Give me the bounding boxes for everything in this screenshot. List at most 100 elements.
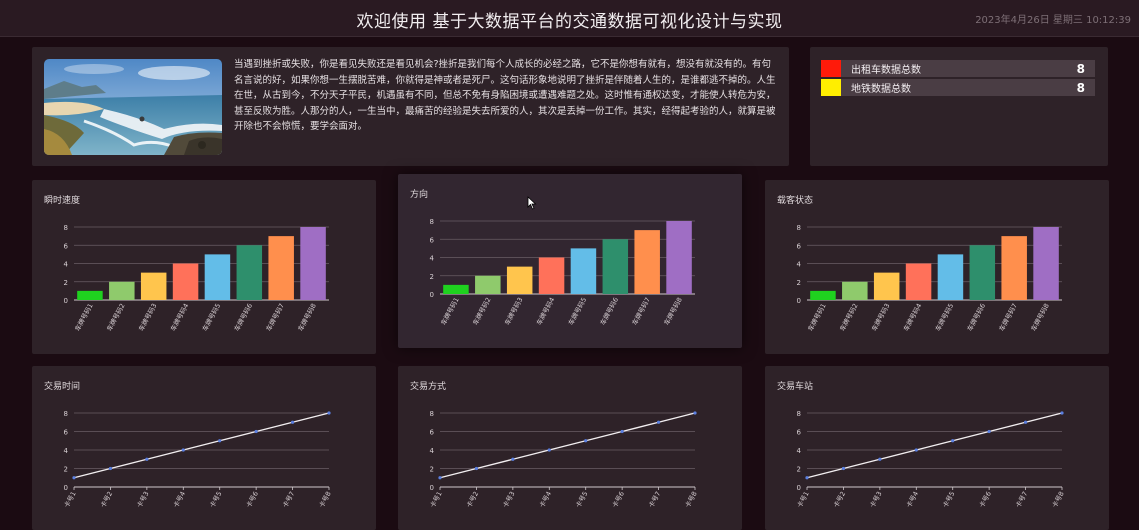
- x-tick-label: 卡号8: [1050, 490, 1066, 509]
- x-tick-label: 车牌号码1: [806, 302, 828, 333]
- line-chart-trade-time: 0 2 4 6 8 卡号1 卡号2 卡号3 卡号4 卡号5 卡号6 卡号7 卡号8: [62, 410, 333, 509]
- bar: [204, 254, 231, 300]
- bar: [666, 221, 692, 294]
- bar: [810, 290, 836, 300]
- x-tick-label: 卡号3: [501, 490, 517, 509]
- line-chart-trade-method: 0 2 4 6 8 卡号1 卡号2 卡号3 卡号4 卡号5 卡号6 卡号7 卡号8: [428, 410, 699, 509]
- y-tick-label: 2: [64, 466, 68, 474]
- x-tick-label: 卡号2: [98, 490, 114, 509]
- x-tick-label: 卡号5: [573, 490, 589, 509]
- data-point: [72, 476, 76, 480]
- x-tick-label: 卡号5: [207, 490, 223, 509]
- y-tick-label: 4: [797, 261, 802, 269]
- x-tick-label: 卡号1: [795, 490, 811, 509]
- stat-value: 8: [1076, 80, 1085, 95]
- chart-panel-trade-station: 交易车站 0 2 4 6 8 卡号1 卡号2 卡号3 卡号4 卡号5 卡号6 卡号7 卡号8: [765, 366, 1109, 530]
- x-tick-label: 车牌号码6: [965, 302, 987, 333]
- bar: [506, 266, 533, 294]
- chart-title: 交易时间: [44, 382, 81, 392]
- chart-title: 瞬时速度: [44, 196, 81, 206]
- bar-chart-direction: 0 2 4 6 8 车牌号码1 车牌号码2 车牌号码3 车牌号码4 车牌号码5 车牌号码6 车牌号码7…: [430, 218, 695, 327]
- x-tick-label: 车牌号码8: [662, 296, 684, 327]
- data-point: [511, 457, 515, 461]
- y-tick-label: 0: [64, 484, 68, 492]
- y-tick-label: 6: [430, 236, 435, 244]
- x-tick-label: 车牌号码3: [136, 302, 158, 333]
- bar: [236, 245, 263, 300]
- x-tick-label: 卡号7: [1013, 490, 1029, 509]
- x-tick-label: 车牌号码3: [502, 296, 524, 327]
- y-tick-label: 0: [797, 484, 801, 492]
- bar: [172, 263, 199, 300]
- y-tick-label: 6: [797, 242, 802, 250]
- bar: [1033, 227, 1059, 300]
- x-tick-label: 卡号5: [940, 490, 956, 509]
- data-point: [584, 439, 588, 443]
- x-tick-label: 车牌号码4: [901, 302, 923, 333]
- y-tick-label: 8: [797, 410, 801, 418]
- x-tick-label: 车牌号码5: [200, 302, 222, 333]
- data-point: [181, 448, 185, 452]
- x-tick-label: 车牌号码1: [439, 296, 461, 327]
- stat-value: 8: [1076, 61, 1085, 76]
- y-tick-label: 6: [64, 242, 69, 250]
- series-line: [439, 412, 696, 479]
- y-tick-label: 6: [430, 429, 435, 437]
- x-tick-label: 卡号6: [244, 490, 260, 509]
- y-tick-label: 2: [430, 273, 434, 281]
- y-tick-label: 8: [430, 410, 434, 418]
- data-point: [656, 420, 661, 424]
- x-tick-label: 卡号3: [868, 490, 884, 509]
- data-point: [547, 448, 551, 452]
- bar: [268, 236, 294, 300]
- line-chart-trade-station: 0 2 4 6 8 卡号1 卡号2 卡号3 卡号4 卡号5 卡号6 卡号7 卡号8: [795, 410, 1066, 509]
- mouse-pointer-icon: [527, 196, 537, 210]
- x-tick-label: 卡号4: [537, 490, 553, 509]
- intro-panel: 当遇到挫折或失败，你是看见失败还是看见机会?挫折是我们每个人成长的必经之路，它不…: [32, 47, 789, 166]
- x-tick-label: 车牌号码7: [264, 302, 286, 333]
- x-tick-label: 车牌号码8: [296, 302, 318, 333]
- y-tick-label: 4: [430, 447, 435, 455]
- stat-row-taxi: 出租车数据总数 8: [821, 60, 1095, 77]
- y-tick-label: 0: [64, 297, 68, 305]
- y-tick-label: 2: [797, 279, 801, 287]
- chart-panel-trade-time: 交易时间 0 2 4 6 8 卡号1 卡号2 卡号3 卡号4 卡号5 卡号6 卡号7 卡号8: [32, 366, 376, 530]
- x-tick-label: 卡号4: [171, 490, 187, 509]
- data-point: [108, 466, 113, 471]
- series-line: [73, 412, 330, 479]
- y-tick-label: 2: [797, 466, 801, 474]
- y-tick-label: 8: [430, 218, 434, 226]
- x-tick-label: 卡号4: [904, 490, 920, 509]
- page-title: 欢迎使用 基于大数据平台的交通数据可视化设计与实现: [356, 12, 783, 32]
- data-point: [218, 439, 222, 443]
- bar: [842, 281, 868, 300]
- y-tick-label: 4: [64, 261, 69, 269]
- x-tick-label: 车牌号码7: [630, 296, 652, 327]
- data-point: [951, 439, 955, 443]
- x-tick-label: 卡号8: [683, 490, 699, 509]
- chart-panel-direction: 方向 0 2 4 6 8 车牌号码1 车牌号码2 车牌号码3 车牌号码4 车牌号码5 车牌号码6 车牌…: [398, 174, 742, 348]
- bar: [969, 245, 996, 300]
- x-tick-label: 卡号7: [646, 490, 662, 509]
- x-tick-label: 卡号1: [428, 490, 444, 509]
- bar: [905, 263, 932, 300]
- x-tick-label: 车牌号码1: [73, 302, 95, 333]
- data-point: [1060, 411, 1064, 415]
- chart-title: 交易方式: [410, 382, 447, 392]
- data-point: [693, 411, 697, 415]
- x-tick-label: 车牌号码3: [869, 302, 891, 333]
- x-tick-label: 卡号6: [977, 490, 993, 509]
- x-tick-label: 卡号7: [280, 490, 296, 509]
- y-tick-label: 2: [64, 279, 68, 287]
- data-point: [878, 457, 882, 461]
- bar: [937, 254, 964, 300]
- y-tick-label: 8: [797, 224, 801, 232]
- bar-chart-passenger-status: 0 2 4 6 8 车牌号码1 车牌号码2 车牌号码3 车牌号码4 车牌号码5 车牌号码6 车牌号码7…: [797, 224, 1062, 333]
- bar: [140, 272, 167, 300]
- data-point: [620, 429, 624, 434]
- data-point: [474, 466, 479, 471]
- bar: [1001, 236, 1027, 300]
- data-point: [1023, 420, 1028, 424]
- x-tick-label: 卡号8: [317, 490, 333, 509]
- y-tick-label: 6: [64, 429, 69, 437]
